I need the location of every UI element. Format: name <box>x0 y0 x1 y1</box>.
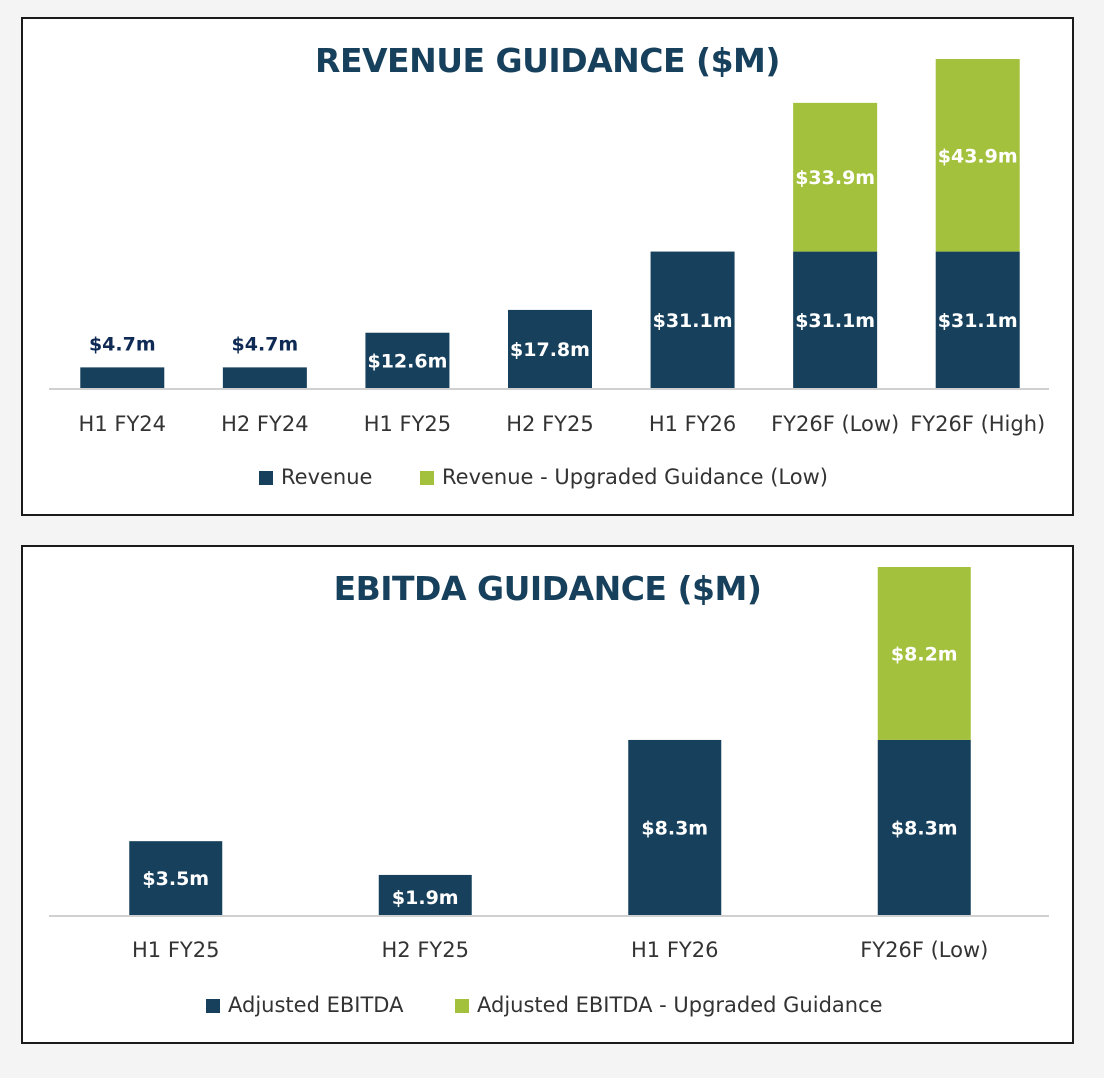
x-tick-label: FY26F (High) <box>910 412 1045 436</box>
data-label: $17.8m <box>510 339 590 361</box>
legend-swatch <box>259 471 273 485</box>
data-label: $3.5m <box>142 868 209 890</box>
data-label: $12.6m <box>367 350 447 372</box>
x-tick-label: H2 FY25 <box>506 412 593 436</box>
x-tick-label: H1 FY24 <box>79 412 166 436</box>
data-label: $31.1m <box>938 310 1018 332</box>
upgrade-bar <box>935 59 1020 252</box>
upgrade-bar <box>793 102 878 252</box>
legend-swatch <box>420 471 434 485</box>
data-label: $33.9m <box>795 167 875 189</box>
chart-title: REVENUE GUIDANCE ($M) <box>315 41 780 80</box>
legend-label: Adjusted EBITDA - Upgraded Guidance <box>477 993 883 1017</box>
base-bar <box>793 251 878 388</box>
data-label: $1.9m <box>392 887 459 909</box>
data-label: $8.3m <box>891 817 958 839</box>
data-label: $8.3m <box>641 817 708 839</box>
ebitda-chart: EBITDA GUIDANCE ($M) $3.5m H1 FY25 $1.9m H2 … <box>49 567 1049 1017</box>
revenue-guidance-panel: REVENUE GUIDANCE ($M) $4.7m H1 FY24 $4.7m H2… <box>21 17 1074 516</box>
x-tick-label: FY26F (Low) <box>771 412 899 436</box>
base-bar <box>650 251 735 388</box>
data-label: $31.1m <box>653 310 733 332</box>
base-bar <box>628 739 722 915</box>
data-label: $43.9m <box>938 145 1018 167</box>
ebitda-guidance-panel: EBITDA GUIDANCE ($M) $3.5m H1 FY25 $1.9m H2 … <box>21 545 1074 1044</box>
base-bar <box>935 251 1020 388</box>
data-label: $4.7m <box>89 333 156 355</box>
upgrade-bar <box>877 567 971 740</box>
x-tick-label: FY26F (Low) <box>860 938 988 962</box>
base-bar <box>508 309 592 388</box>
legend-label: Revenue - Upgraded Guidance (Low) <box>442 465 828 489</box>
x-tick-label: H1 FY25 <box>364 412 451 436</box>
data-label: $8.2m <box>891 643 958 665</box>
data-label: $4.7m <box>232 333 299 355</box>
legend-label: Adjusted EBITDA <box>228 993 404 1017</box>
revenue-chart: REVENUE GUIDANCE ($M) $4.7m H1 FY24 $4.7m H2… <box>49 41 1049 489</box>
base-bar <box>378 874 472 915</box>
base-bar <box>365 332 450 388</box>
x-tick-label: H2 FY25 <box>382 938 469 962</box>
data-label: $31.1m <box>795 310 875 332</box>
base-bar <box>80 367 165 388</box>
legend-swatch <box>206 999 220 1013</box>
legend-label: Revenue <box>281 465 372 489</box>
chart-title: EBITDA GUIDANCE ($M) <box>334 569 762 608</box>
x-tick-label: H1 FY26 <box>631 938 718 962</box>
base-bar <box>129 841 223 915</box>
base-bar <box>222 367 307 388</box>
x-tick-label: H1 FY26 <box>649 412 736 436</box>
x-tick-label: H2 FY24 <box>221 412 308 436</box>
x-tick-label: H1 FY25 <box>132 938 219 962</box>
base-bar <box>877 739 971 915</box>
legend-swatch <box>455 999 469 1013</box>
